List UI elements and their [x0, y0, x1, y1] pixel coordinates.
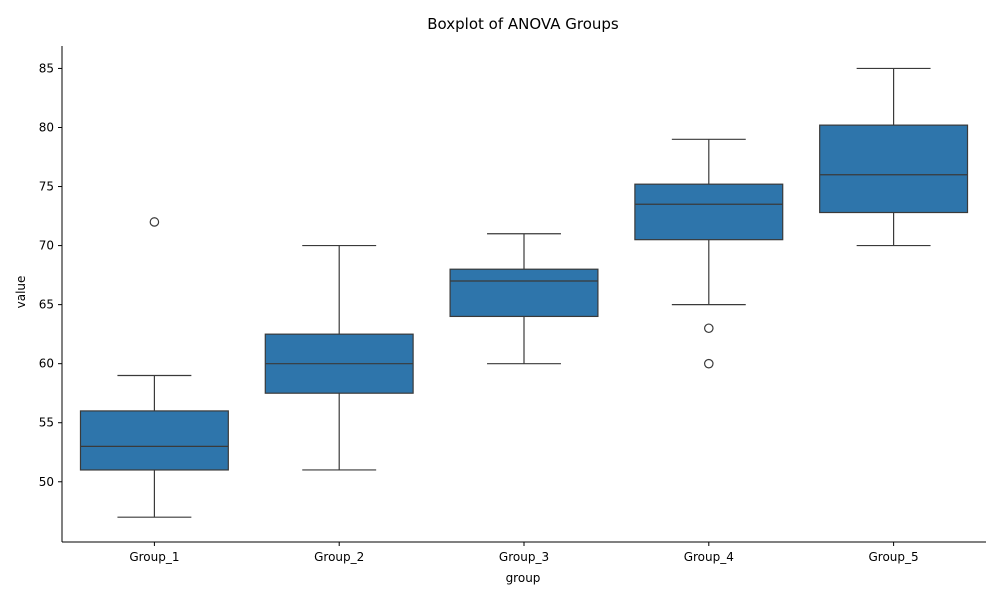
box-group-5: [819, 124, 969, 214]
y-tick-label: 80: [39, 120, 54, 134]
y-tick-label: 50: [39, 475, 54, 489]
box-group-1: [79, 410, 229, 471]
outlier-point: [703, 358, 714, 369]
x-tick-label: Group_4: [684, 550, 734, 564]
y-axis-title: value: [14, 276, 28, 309]
y-tick-label: 65: [39, 298, 54, 312]
y-tick-label: 70: [39, 239, 54, 253]
outlier-point: [703, 323, 714, 334]
x-axis-title: group: [506, 571, 541, 585]
y-tick-label: 55: [39, 416, 54, 430]
y-tick-label: 75: [39, 180, 54, 194]
x-tick-label: Group_5: [869, 550, 919, 564]
x-tick-label: Group_1: [129, 550, 179, 564]
y-tick-label: 85: [39, 61, 54, 75]
plot-area: 50 55 60 65 70 75 80 85 Group_1 Group_2 Group_3 Gro…: [39, 46, 986, 564]
x-tick-label: Group_2: [314, 550, 364, 564]
box-group-4: [634, 183, 784, 241]
y-tick-label: 60: [39, 357, 54, 371]
box-group-3: [449, 268, 599, 318]
x-tick-label: Group_3: [499, 550, 549, 564]
chart-title: Boxplot of ANOVA Groups: [427, 15, 619, 33]
outlier-point: [149, 217, 160, 227]
